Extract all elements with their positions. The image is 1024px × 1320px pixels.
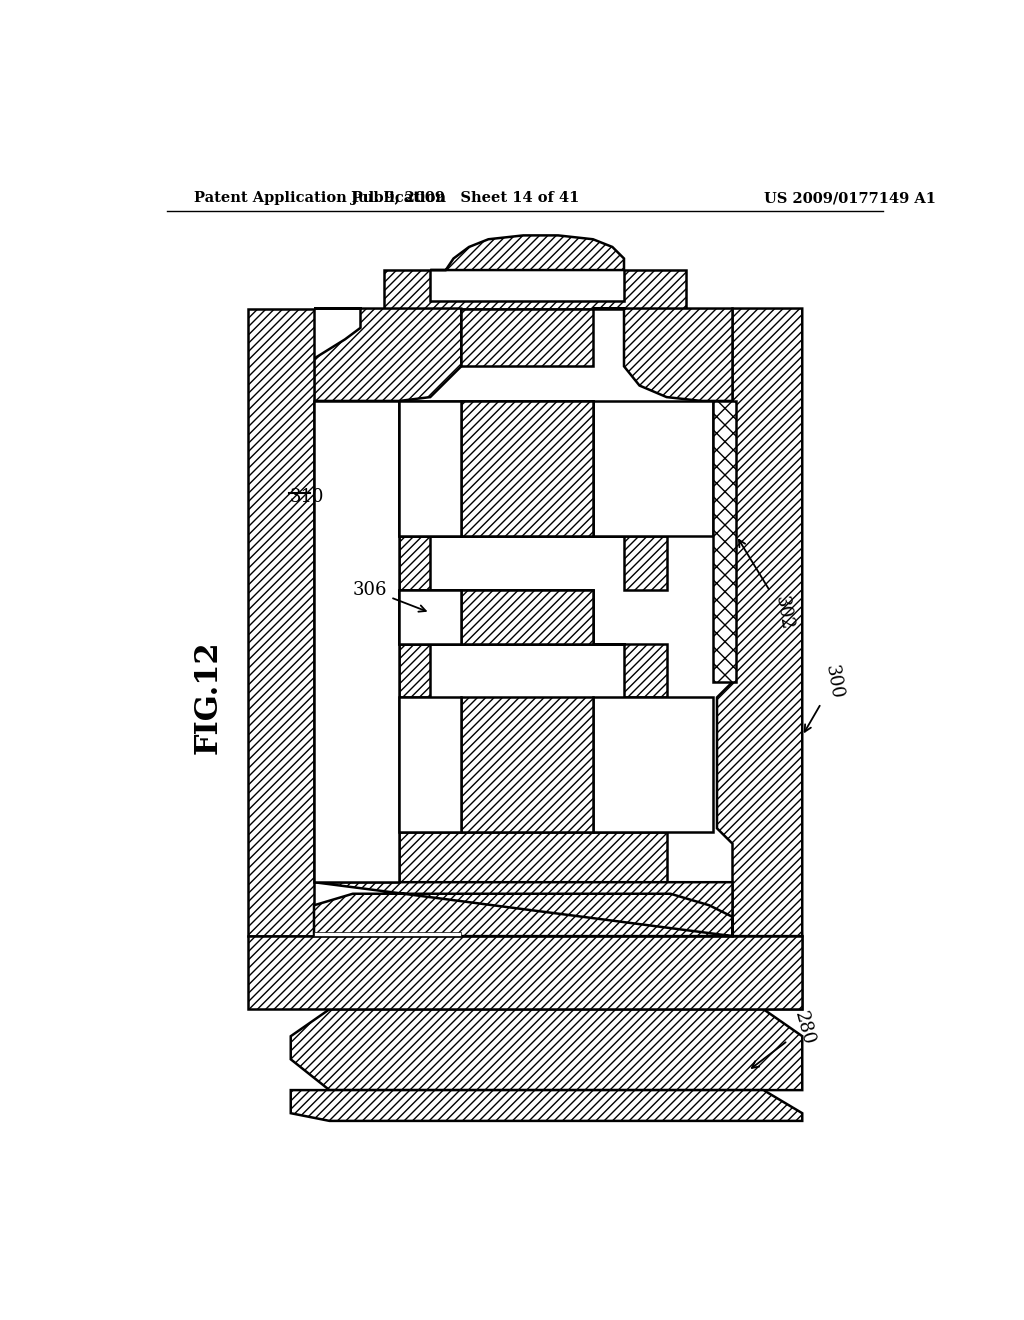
Polygon shape — [248, 936, 802, 1010]
Polygon shape — [593, 697, 713, 832]
Polygon shape — [291, 1010, 802, 1090]
Polygon shape — [399, 401, 461, 536]
Polygon shape — [713, 401, 736, 682]
Polygon shape — [399, 590, 667, 697]
Polygon shape — [399, 590, 461, 644]
Polygon shape — [314, 882, 732, 936]
Polygon shape — [306, 936, 802, 1010]
Polygon shape — [399, 590, 461, 644]
Text: FIG.12: FIG.12 — [193, 640, 223, 754]
Polygon shape — [291, 1090, 802, 1121]
Polygon shape — [593, 401, 713, 536]
Text: 302: 302 — [739, 540, 795, 631]
Polygon shape — [314, 401, 399, 882]
Polygon shape — [399, 401, 593, 536]
Text: 280: 280 — [752, 1010, 817, 1068]
Polygon shape — [430, 590, 593, 644]
Polygon shape — [314, 309, 461, 401]
Polygon shape — [399, 697, 461, 832]
Text: Patent Application Publication: Patent Application Publication — [194, 191, 445, 206]
Polygon shape — [461, 309, 593, 367]
Polygon shape — [248, 309, 314, 936]
Polygon shape — [461, 401, 593, 536]
Text: 306: 306 — [353, 581, 426, 611]
Polygon shape — [717, 309, 802, 936]
Polygon shape — [461, 590, 593, 644]
Polygon shape — [399, 401, 667, 590]
Text: 310: 310 — [289, 488, 324, 506]
Text: US 2009/0177149 A1: US 2009/0177149 A1 — [764, 191, 936, 206]
Polygon shape — [461, 697, 593, 832]
Polygon shape — [399, 832, 667, 882]
Text: Jul. 9, 2009   Sheet 14 of 41: Jul. 9, 2009 Sheet 14 of 41 — [351, 191, 580, 206]
Polygon shape — [384, 271, 686, 309]
Polygon shape — [593, 309, 732, 401]
Polygon shape — [430, 235, 624, 271]
Polygon shape — [314, 932, 461, 936]
Text: 300: 300 — [805, 664, 846, 731]
